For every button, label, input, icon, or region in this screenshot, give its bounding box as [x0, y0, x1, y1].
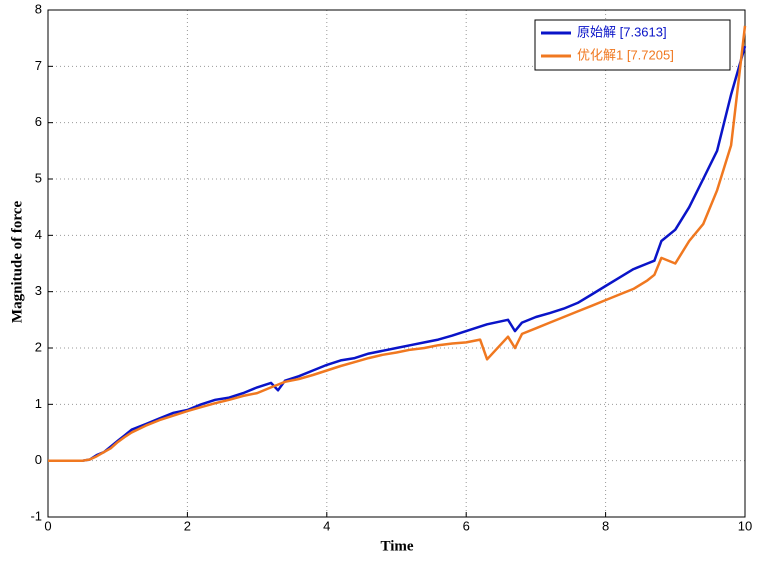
y-tick-label: 1 [35, 396, 42, 411]
y-tick-label: 3 [35, 283, 42, 298]
legend-label: 优化解1 [7.7205] [577, 47, 674, 62]
y-tick-label: 6 [35, 114, 42, 129]
x-tick-label: 8 [602, 518, 609, 533]
x-tick-label: 10 [738, 518, 752, 533]
y-tick-label: -1 [30, 508, 42, 523]
y-tick-label: 7 [35, 58, 42, 73]
line-series [48, 45, 747, 462]
y-tick-label: 0 [35, 452, 42, 467]
x-axis-label: Time [380, 538, 413, 554]
y-tick-label: 4 [35, 227, 42, 242]
x-tick-label: 2 [184, 518, 191, 533]
y-axis-label: Magnitude of force [9, 201, 25, 324]
x-tick-label: 4 [323, 518, 330, 533]
line-series [48, 25, 747, 462]
x-tick-label: 6 [463, 518, 470, 533]
legend-label: 原始解 [7.3613] [577, 24, 667, 39]
plot-frame [47, 9, 746, 518]
y-tick-label: 2 [35, 339, 42, 354]
y-tick-label: 5 [35, 170, 42, 185]
y-tick-label: 8 [35, 1, 42, 16]
legend-box [534, 19, 731, 71]
x-tick-label: 0 [44, 518, 51, 533]
